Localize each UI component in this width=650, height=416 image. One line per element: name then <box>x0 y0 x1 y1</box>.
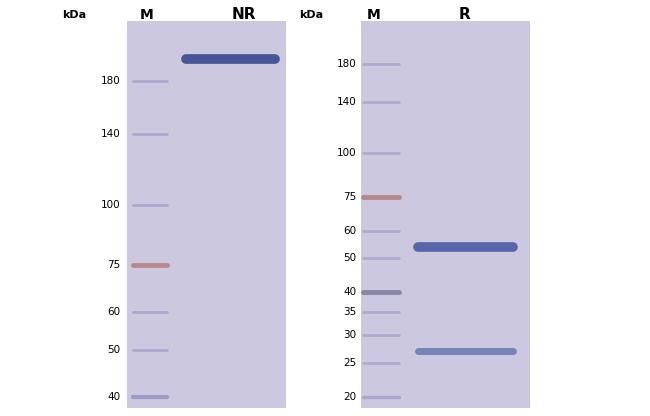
Text: kDa: kDa <box>299 10 323 20</box>
Text: NR: NR <box>231 7 256 22</box>
Text: 40: 40 <box>107 392 120 402</box>
Text: 180: 180 <box>101 76 120 86</box>
Text: M: M <box>139 7 153 22</box>
Text: 50: 50 <box>343 253 356 263</box>
Text: 75: 75 <box>107 260 120 270</box>
Text: M: M <box>367 7 381 22</box>
Text: 25: 25 <box>343 358 356 368</box>
Text: 100: 100 <box>337 148 356 158</box>
Text: 50: 50 <box>107 345 120 355</box>
Text: 100: 100 <box>101 200 120 210</box>
Text: 180: 180 <box>337 59 356 69</box>
Text: 20: 20 <box>343 392 356 402</box>
Text: 30: 30 <box>343 330 356 340</box>
Text: R: R <box>459 7 471 22</box>
Text: 40: 40 <box>343 287 356 297</box>
Text: kDa: kDa <box>62 10 86 20</box>
Text: 35: 35 <box>343 307 356 317</box>
Text: 140: 140 <box>337 97 356 107</box>
Text: 140: 140 <box>101 129 120 139</box>
Text: 60: 60 <box>107 307 120 317</box>
Text: 60: 60 <box>343 225 356 235</box>
Text: 75: 75 <box>343 192 356 202</box>
